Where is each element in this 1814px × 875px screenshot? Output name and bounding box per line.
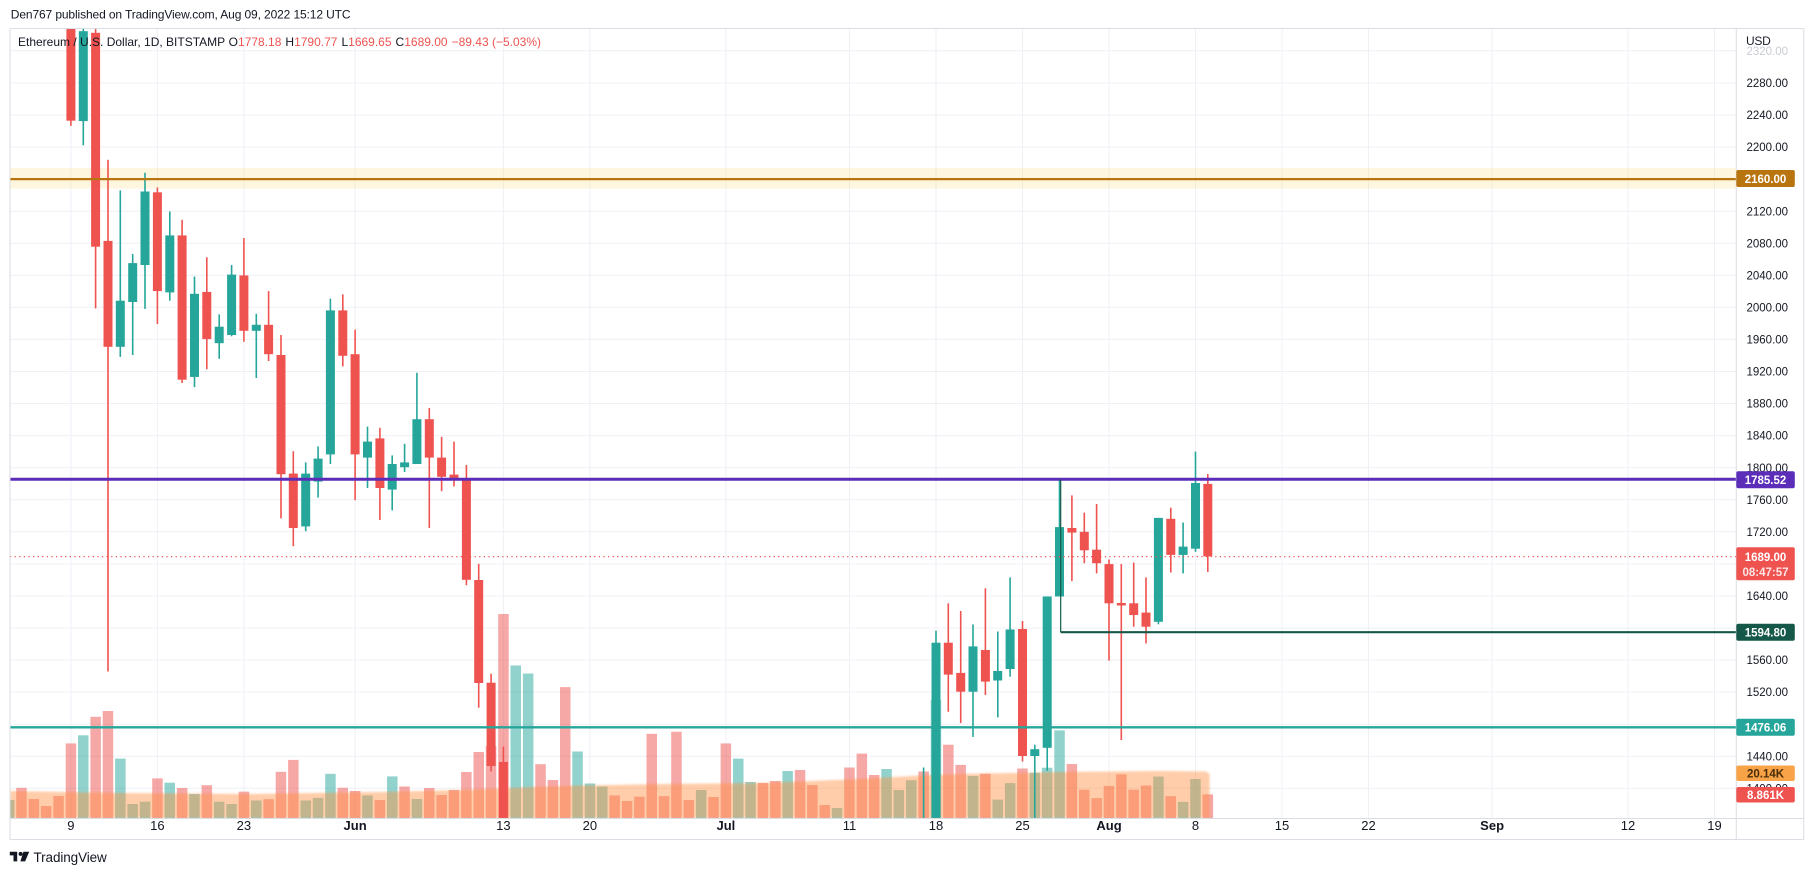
svg-text:1476.06: 1476.06 [1745,723,1787,735]
svg-text:1920.00: 1920.00 [1747,367,1789,379]
svg-text:2240.00: 2240.00 [1747,110,1789,122]
svg-text:22: 22 [1361,818,1375,833]
svg-text:19: 19 [1707,818,1721,833]
svg-text:20.14K: 20.14K [1747,769,1785,781]
svg-text:1840.00: 1840.00 [1747,431,1789,443]
svg-text:1440.00: 1440.00 [1747,751,1789,763]
svg-text:2320.00: 2320.00 [1747,46,1789,58]
svg-text:1960.00: 1960.00 [1747,335,1789,347]
svg-text:Den767 published on TradingVie: Den767 published on TradingView.com, Aug… [11,8,351,22]
svg-text:2120.00: 2120.00 [1747,206,1789,218]
svg-text:08:47:57: 08:47:57 [1742,567,1788,579]
svg-text:1689.00: 1689.00 [1745,552,1787,564]
svg-text:1560.00: 1560.00 [1747,655,1789,667]
svg-text:2200.00: 2200.00 [1747,142,1789,154]
svg-text:20: 20 [583,818,597,833]
svg-text:12: 12 [1621,818,1635,833]
svg-text:1720.00: 1720.00 [1747,527,1789,539]
svg-text:1880.00: 1880.00 [1747,399,1789,411]
svg-text:Sep: Sep [1480,818,1504,833]
svg-text:2040.00: 2040.00 [1747,270,1789,282]
svg-text:16: 16 [150,818,164,833]
svg-text:1640.00: 1640.00 [1747,591,1789,603]
svg-text:8.861K: 8.861K [1747,790,1785,802]
svg-text:2000.00: 2000.00 [1747,302,1789,314]
svg-text:1520.00: 1520.00 [1747,687,1789,699]
svg-text:23: 23 [237,818,251,833]
svg-text:1594.80: 1594.80 [1745,628,1787,640]
svg-text:TradingView: TradingView [34,850,108,865]
svg-text:25: 25 [1015,818,1029,833]
svg-text:11: 11 [843,818,857,833]
svg-text:Ethereum / U.S. Dollar, 1D, BI: Ethereum / U.S. Dollar, 1D, BITSTAMP O177… [18,35,541,49]
svg-text:2280.00: 2280.00 [1747,78,1789,90]
svg-text:13: 13 [496,818,510,833]
svg-text:15: 15 [1275,818,1289,833]
svg-text:Jul: Jul [717,818,736,833]
svg-text:9: 9 [67,818,74,833]
svg-text:2160.00: 2160.00 [1745,174,1787,186]
svg-text:Aug: Aug [1096,818,1121,833]
svg-text:1785.52: 1785.52 [1745,475,1787,487]
svg-text:1760.00: 1760.00 [1747,495,1789,507]
svg-text:8: 8 [1192,818,1199,833]
svg-text:2080.00: 2080.00 [1747,238,1789,250]
svg-text:USD: USD [1746,34,1771,48]
svg-text:18: 18 [929,818,943,833]
svg-text:Jun: Jun [344,818,367,833]
